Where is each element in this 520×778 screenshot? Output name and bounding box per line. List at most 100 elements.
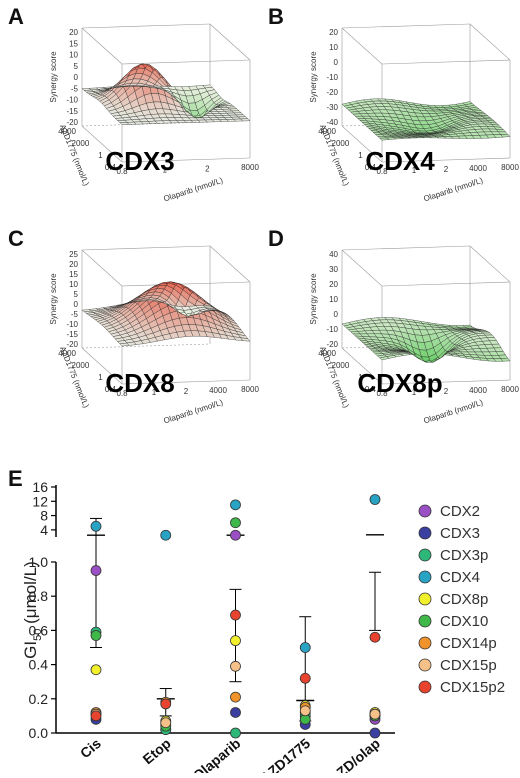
y-tick: 1 bbox=[98, 373, 103, 382]
z-tick: -10 bbox=[326, 325, 338, 334]
y-tick-label: 8 bbox=[40, 508, 48, 524]
data-point bbox=[231, 707, 241, 717]
surface-mesh bbox=[82, 282, 250, 346]
z-tick: 10 bbox=[329, 295, 338, 304]
x-axis-label: Olaparib (nmol/L) bbox=[422, 398, 484, 426]
z-tick: 20 bbox=[329, 280, 338, 289]
x-category-label: AZD1775 bbox=[257, 735, 313, 773]
legend: CDX2CDX3CDX3pCDX4CDX8pCDX10CDX14pCDX15pC… bbox=[419, 503, 505, 696]
panel-letter: C bbox=[8, 226, 24, 251]
z-tick: 15 bbox=[69, 270, 78, 279]
frame-edge bbox=[342, 246, 470, 250]
y-tick-label: 0.6 bbox=[29, 622, 49, 638]
box-frame bbox=[342, 24, 510, 162]
z-tick: 30 bbox=[329, 265, 338, 274]
legend-swatch bbox=[419, 637, 431, 649]
y-tick-label: 16 bbox=[32, 479, 48, 495]
z-tick: -30 bbox=[326, 103, 338, 112]
z-tick: -15 bbox=[66, 107, 78, 116]
z-axis-label: Synergy score bbox=[49, 273, 58, 325]
y-tick-label: 0.0 bbox=[29, 725, 49, 741]
frame-edge bbox=[82, 24, 210, 28]
data-point bbox=[161, 530, 171, 540]
legend-swatch bbox=[419, 659, 431, 671]
frame-edge bbox=[122, 60, 250, 64]
data-point bbox=[91, 665, 101, 675]
y-tick-label: 1.0 bbox=[29, 554, 49, 570]
legend-label: CDX3 bbox=[440, 525, 480, 542]
legend-label: CDX14p bbox=[440, 635, 497, 652]
data-point bbox=[370, 495, 380, 505]
z-tick: -15 bbox=[66, 330, 78, 339]
z-tick: 10 bbox=[69, 280, 78, 289]
data-point bbox=[161, 718, 171, 728]
surface-mesh bbox=[342, 99, 510, 140]
y-tick: 1 bbox=[358, 151, 363, 160]
y-tick-label: 4 bbox=[40, 522, 48, 538]
data-point bbox=[231, 610, 241, 620]
data-point bbox=[91, 631, 101, 641]
panel-letter: A bbox=[8, 4, 24, 29]
frame-edge bbox=[342, 24, 470, 28]
z-tick: 40 bbox=[329, 250, 338, 259]
data-point bbox=[231, 530, 241, 540]
data-point bbox=[231, 636, 241, 646]
data-point bbox=[231, 500, 241, 510]
y-axis-label: GI50 (μmol/L) bbox=[21, 561, 44, 659]
legend-label: CDX3p bbox=[440, 547, 488, 564]
legend-label: CDX15p bbox=[440, 657, 497, 674]
data-point bbox=[370, 632, 380, 642]
legend-swatch bbox=[419, 571, 431, 583]
x-tick: 8000 bbox=[501, 163, 519, 172]
z-tick: 0 bbox=[334, 310, 339, 319]
data-point bbox=[231, 661, 241, 671]
x-tick: 2 bbox=[444, 387, 449, 396]
z-tick: 0 bbox=[74, 300, 79, 309]
z-axis-label: Synergy score bbox=[309, 273, 318, 325]
frame-edge bbox=[382, 60, 510, 64]
x-tick: 4000 bbox=[469, 386, 487, 395]
x-category-label: AZD/olap bbox=[326, 735, 383, 773]
frame-edge bbox=[470, 24, 510, 60]
x-tick: 4000 bbox=[469, 164, 487, 173]
panel-letter: D bbox=[268, 226, 284, 251]
panel-e: E GI50 (μmol/L) 0.00.20.40.60.81.0481216… bbox=[8, 466, 505, 773]
panel-e-letter: E bbox=[8, 466, 23, 491]
y-tick-label: 0.8 bbox=[29, 588, 49, 604]
data-point bbox=[91, 521, 101, 531]
panel-title: CDX3 bbox=[105, 146, 174, 176]
legend-label: CDX8p bbox=[440, 591, 488, 608]
z-tick: 15 bbox=[69, 39, 78, 48]
frame-edge bbox=[210, 246, 250, 282]
z-tick: -10 bbox=[66, 320, 78, 329]
frame-edge bbox=[82, 28, 122, 64]
legend-label: CDX15p2 bbox=[440, 679, 505, 696]
z-tick: 10 bbox=[69, 51, 78, 60]
z-tick: 20 bbox=[329, 28, 338, 37]
y-tick: 1 bbox=[98, 151, 103, 160]
x-tick: 4000 bbox=[209, 386, 227, 395]
x-tick: 8000 bbox=[501, 385, 519, 394]
x-category-label: Cis bbox=[77, 735, 104, 761]
surface-mesh bbox=[342, 317, 510, 362]
data-point bbox=[300, 706, 310, 716]
box-frame bbox=[342, 246, 510, 384]
z-tick: -5 bbox=[71, 84, 79, 93]
legend-swatch bbox=[419, 505, 431, 517]
legend-swatch bbox=[419, 681, 431, 693]
z-tick: 10 bbox=[329, 43, 338, 52]
surface-mesh bbox=[82, 64, 250, 125]
legend-label: CDX2 bbox=[440, 503, 480, 520]
data-point bbox=[231, 518, 241, 528]
panel-letter: B bbox=[268, 4, 284, 29]
x-axis-label: Olaparib (nmol/L) bbox=[422, 176, 484, 204]
x-axis-label: Olaparib (nmol/L) bbox=[162, 176, 224, 204]
z-tick: -10 bbox=[326, 73, 338, 82]
frame-edge bbox=[122, 282, 250, 286]
z-tick: 0 bbox=[334, 58, 339, 67]
z-tick: 5 bbox=[74, 290, 79, 299]
z-tick: -5 bbox=[71, 310, 79, 319]
data-point bbox=[370, 709, 380, 719]
